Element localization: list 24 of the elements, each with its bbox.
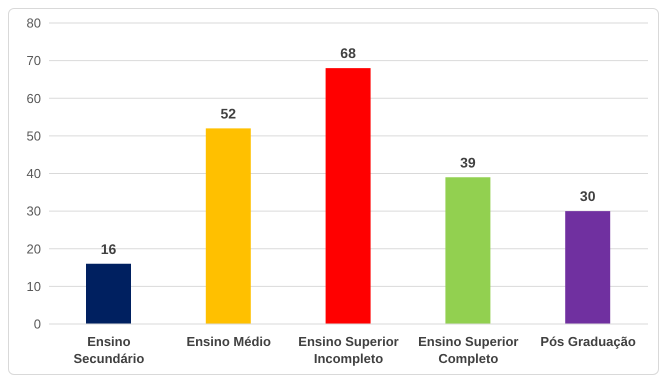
data-label: 16 xyxy=(100,240,116,257)
y-tick-label: 0 xyxy=(34,316,41,332)
y-tick-label: 40 xyxy=(26,166,41,182)
y-tick-label: 10 xyxy=(26,278,41,294)
y-tick-label: 80 xyxy=(26,16,41,31)
y-tick-label: 20 xyxy=(26,241,41,256)
data-label: 39 xyxy=(460,154,476,170)
bar xyxy=(445,177,490,324)
data-label: 30 xyxy=(580,188,596,204)
data-label: 52 xyxy=(220,105,236,122)
y-tick-label: 50 xyxy=(26,128,41,144)
x-tick-label: Ensino Secundário xyxy=(74,334,144,366)
y-tick-label: 30 xyxy=(26,204,41,219)
y-tick-label: 60 xyxy=(26,90,41,106)
x-tick-label: Ensino Superior Completo xyxy=(418,334,519,366)
x-tick-label: Ensino Superior Incompleto xyxy=(298,334,399,366)
x-tick-label: Ensino Médio xyxy=(186,334,272,349)
bar xyxy=(206,128,251,324)
y-tick-label: 70 xyxy=(26,53,41,68)
bar xyxy=(86,264,131,324)
bar xyxy=(326,68,371,324)
x-tick-label: Pós Graduação xyxy=(540,334,636,349)
bar xyxy=(565,211,610,324)
data-label: 68 xyxy=(340,45,356,62)
